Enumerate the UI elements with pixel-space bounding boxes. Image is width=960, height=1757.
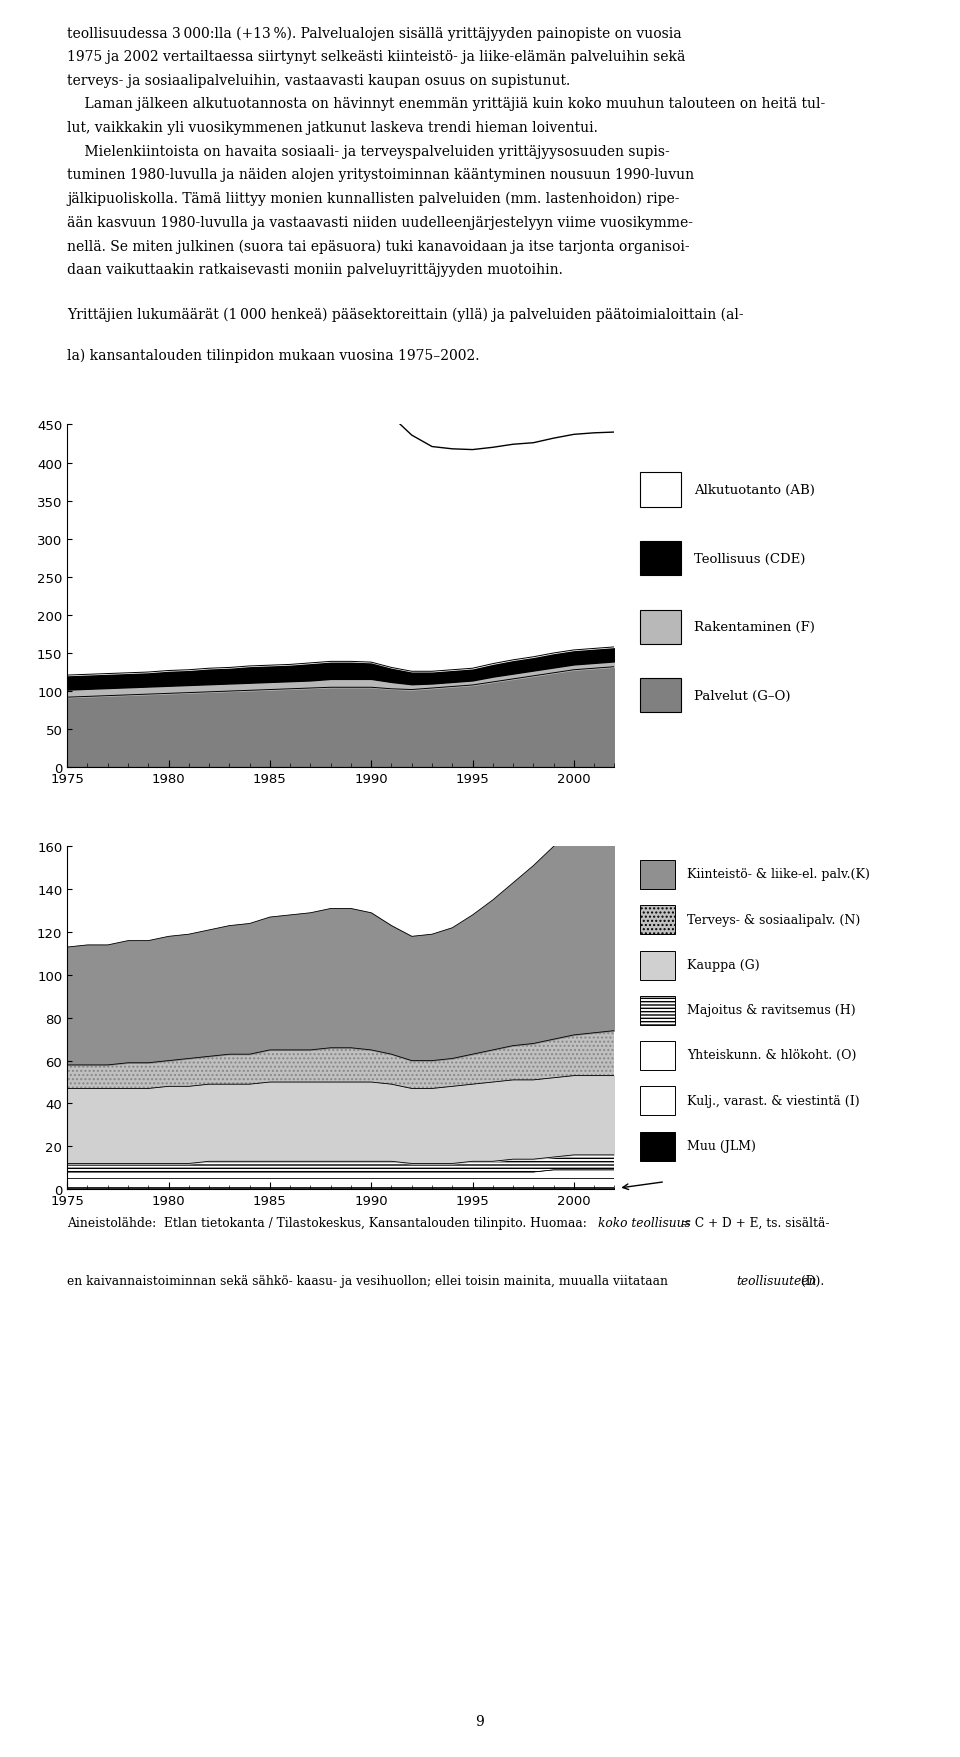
Text: en kaivannaistoiminnan sekä sähkö- kaasu- ja vesihuollon; ellei toisin mainita, : en kaivannaistoiminnan sekä sähkö- kaasu… (67, 1274, 672, 1286)
Text: la) kansantalouden tilinpidon mukaan vuosina 1975–2002.: la) kansantalouden tilinpidon mukaan vuo… (67, 348, 480, 362)
Text: Majoitus & ravitsemus (H): Majoitus & ravitsemus (H) (687, 1003, 856, 1017)
Text: Yrittäjien lukumäärät (1 000 henkeä) pääsektoreittain (yllä) ja palveluiden päät: Yrittäjien lukumäärät (1 000 henkeä) pää… (67, 307, 744, 322)
Text: tuminen 1980-luvulla ja näiden alojen yritystoiminnan kääntyminen nousuun 1990-l: tuminen 1980-luvulla ja näiden alojen yr… (67, 169, 694, 183)
Text: Teollisuus (CDE): Teollisuus (CDE) (694, 552, 805, 566)
Text: koko teollisuus: koko teollisuus (598, 1216, 690, 1228)
Polygon shape (67, 1156, 614, 1172)
Text: Kulj., varast. & viestintä (I): Kulj., varast. & viestintä (I) (687, 1095, 860, 1107)
Text: = C + D + E, ts. sisältä-: = C + D + E, ts. sisältä- (677, 1216, 829, 1228)
Bar (640, 610, 681, 645)
Text: Palvelut (G–O): Palvelut (G–O) (694, 689, 790, 703)
Bar (640, 1086, 675, 1116)
Text: lut, vaikkakin yli vuosikymmenen jatkunut laskeva trendi hieman loiventui.: lut, vaikkakin yli vuosikymmenen jatkunu… (67, 121, 598, 135)
Bar (640, 678, 681, 713)
Text: Muu (JLM): Muu (JLM) (687, 1139, 756, 1153)
Bar (640, 1042, 675, 1070)
Text: Kiinteistö- & liike-el. palv.(K): Kiinteistö- & liike-el. palv.(K) (687, 868, 871, 880)
Text: Laman jälkeen alkutuotannosta on hävinnyt enemmän yrittäjiä kuin koko muuhun tal: Laman jälkeen alkutuotannosta on hävinny… (67, 97, 826, 111)
Text: teollisuuteen: teollisuuteen (736, 1274, 816, 1286)
Text: 9: 9 (475, 1715, 485, 1727)
Bar (640, 473, 681, 508)
Text: jälkipuoliskolla. Tämä liittyy monien kunnallisten palveluiden (mm. lastenhoidon: jälkipuoliskolla. Tämä liittyy monien ku… (67, 192, 680, 206)
Text: Kauppa (G): Kauppa (G) (687, 958, 760, 972)
Text: Rakentaminen (F): Rakentaminen (F) (694, 620, 815, 634)
Text: teollisuudessa 3 000:lla (+13 %). Palvelualojen sisällä yrittäjyyden painopiste : teollisuudessa 3 000:lla (+13 %). Palvel… (67, 26, 682, 40)
Text: nellä. Se miten julkinen (suora tai epäsuora) tuki kanavoidaan ja itse tarjonta : nellä. Se miten julkinen (suora tai epäs… (67, 239, 690, 253)
Bar (640, 951, 675, 980)
Text: terveys- ja sosiaalipalveluihin, vastaavasti kaupan osuus on supistunut.: terveys- ja sosiaalipalveluihin, vastaav… (67, 74, 570, 88)
Text: Yhteiskunn. & hlökoht. (O): Yhteiskunn. & hlökoht. (O) (687, 1049, 857, 1061)
Text: (D).: (D). (797, 1274, 825, 1286)
Bar (640, 996, 675, 1026)
Bar (640, 861, 675, 889)
Text: Alkutuotanto (AB): Alkutuotanto (AB) (694, 483, 815, 497)
Text: daan vaikuttaakin ratkaisevasti moniin palveluyrittäjyyden muotoihin.: daan vaikuttaakin ratkaisevasti moniin p… (67, 264, 564, 278)
Text: ään kasvuun 1980-luvulla ja vastaavasti niiden uudelleenjärjestelyyn viime vuosi: ään kasvuun 1980-luvulla ja vastaavasti … (67, 216, 693, 230)
Text: Aineistolähde:  Etlan tietokanta / Tilastokeskus, Kansantalouden tilinpito. Huom: Aineistolähde: Etlan tietokanta / Tilast… (67, 1216, 591, 1228)
Text: Terveys- & sosiaalipalv. (N): Terveys- & sosiaalipalv. (N) (687, 914, 861, 926)
Bar (640, 541, 681, 576)
Text: Mielenkiintoista on havaita sosiaali- ja terveyspalveluiden yrittäjyysosuuden su: Mielenkiintoista on havaita sosiaali- ja… (67, 144, 670, 158)
Text: 1975 ja 2002 vertailtaessa siirtynyt selkeästi kiinteistö- ja liike-elämän palve: 1975 ja 2002 vertailtaessa siirtynyt sel… (67, 49, 685, 63)
Bar (640, 1132, 675, 1161)
Polygon shape (67, 1031, 614, 1089)
Bar (640, 907, 675, 935)
